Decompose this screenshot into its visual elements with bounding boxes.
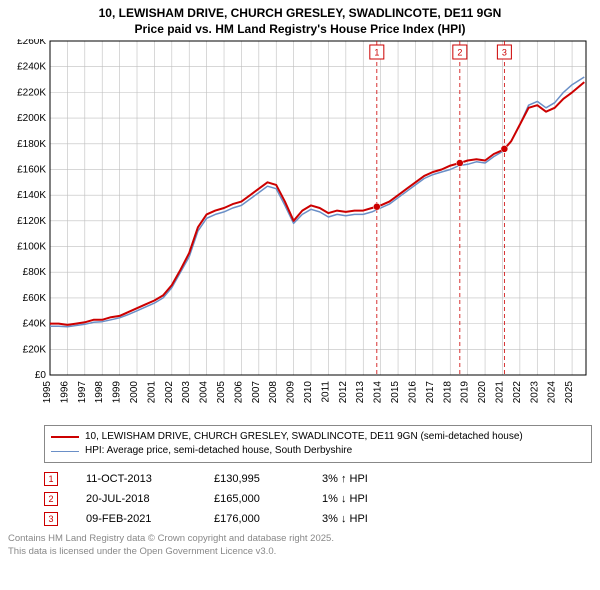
svg-text:£260K: £260K bbox=[17, 39, 46, 47]
event-date: 11-OCT-2013 bbox=[86, 473, 186, 485]
event-row: 2 20-JUL-2018 £165,000 1% ↓ HPI bbox=[44, 489, 592, 509]
legend-row: HPI: Average price, semi-detached house,… bbox=[51, 444, 585, 458]
chart-svg: £0 £20K £40K £60K £80K £100K £120K £140K £160K £1… bbox=[8, 39, 592, 419]
svg-text:2020: 2020 bbox=[477, 381, 488, 404]
event-marker-icon: 2 bbox=[44, 492, 58, 506]
svg-text:2010: 2010 bbox=[303, 381, 314, 404]
svg-text:£220K: £220K bbox=[17, 88, 46, 99]
svg-text:£40K: £40K bbox=[23, 319, 47, 330]
event-price: £176,000 bbox=[214, 513, 294, 525]
event-row: 3 09-FEB-2021 £176,000 3% ↓ HPI bbox=[44, 509, 592, 529]
legend-row: 10, LEWISHAM DRIVE, CHURCH GRESLEY, SWAD… bbox=[51, 430, 585, 444]
svg-text:2006: 2006 bbox=[233, 381, 244, 404]
svg-text:£100K: £100K bbox=[17, 242, 46, 253]
footer-line-1: Contains HM Land Registry data © Crown c… bbox=[8, 533, 592, 546]
legend-label: HPI: Average price, semi-detached house,… bbox=[85, 444, 352, 458]
footer-attribution: Contains HM Land Registry data © Crown c… bbox=[8, 533, 592, 559]
legend-swatch bbox=[51, 451, 79, 452]
svg-text:1997: 1997 bbox=[77, 381, 88, 404]
event-price: £130,995 bbox=[214, 473, 294, 485]
svg-text:2011: 2011 bbox=[320, 381, 331, 403]
svg-text:2009: 2009 bbox=[286, 381, 297, 404]
svg-text:2013: 2013 bbox=[355, 381, 366, 404]
title-line-1: 10, LEWISHAM DRIVE, CHURCH GRESLEY, SWAD… bbox=[8, 5, 592, 21]
svg-text:£60K: £60K bbox=[23, 293, 47, 304]
svg-text:£140K: £140K bbox=[17, 191, 46, 202]
svg-text:1: 1 bbox=[374, 48, 379, 58]
svg-text:2024: 2024 bbox=[547, 381, 558, 404]
svg-text:2019: 2019 bbox=[460, 381, 471, 404]
events-table: 1 11-OCT-2013 £130,995 3% ↑ HPI 2 20-JUL… bbox=[44, 469, 592, 529]
svg-text:2018: 2018 bbox=[442, 381, 453, 404]
footer-line-2: This data is licensed under the Open Gov… bbox=[8, 546, 592, 559]
svg-text:£80K: £80K bbox=[23, 268, 47, 279]
event-date: 20-JUL-2018 bbox=[86, 493, 186, 505]
svg-text:£160K: £160K bbox=[17, 165, 46, 176]
svg-text:£180K: £180K bbox=[17, 139, 46, 150]
svg-text:2012: 2012 bbox=[338, 381, 349, 404]
event-price: £165,000 bbox=[214, 493, 294, 505]
svg-text:2022: 2022 bbox=[512, 381, 523, 404]
svg-text:2007: 2007 bbox=[251, 381, 262, 404]
svg-text:1998: 1998 bbox=[94, 381, 105, 404]
svg-text:£240K: £240K bbox=[17, 62, 46, 73]
svg-text:1999: 1999 bbox=[112, 381, 123, 404]
svg-text:£20K: £20K bbox=[23, 345, 47, 356]
plot-area: £0 £20K £40K £60K £80K £100K £120K £140K £160K £1… bbox=[8, 39, 592, 419]
svg-text:1996: 1996 bbox=[59, 381, 70, 404]
event-pct: 3% ↓ HPI bbox=[322, 513, 432, 525]
svg-text:2003: 2003 bbox=[181, 381, 192, 404]
svg-text:2002: 2002 bbox=[164, 381, 175, 404]
svg-text:2023: 2023 bbox=[529, 381, 540, 404]
event-row: 1 11-OCT-2013 £130,995 3% ↑ HPI bbox=[44, 469, 592, 489]
event-marker-icon: 3 bbox=[44, 512, 58, 526]
svg-text:2016: 2016 bbox=[407, 381, 418, 404]
legend-swatch bbox=[51, 436, 79, 438]
svg-text:2: 2 bbox=[457, 48, 462, 58]
svg-text:3: 3 bbox=[502, 48, 507, 58]
svg-text:2005: 2005 bbox=[216, 381, 227, 404]
svg-text:2014: 2014 bbox=[373, 381, 384, 404]
event-pct: 3% ↑ HPI bbox=[322, 473, 432, 485]
svg-text:2025: 2025 bbox=[564, 381, 575, 404]
event-date: 09-FEB-2021 bbox=[86, 513, 186, 525]
legend-label: 10, LEWISHAM DRIVE, CHURCH GRESLEY, SWAD… bbox=[85, 430, 523, 444]
svg-text:2004: 2004 bbox=[199, 381, 210, 404]
legend-box: 10, LEWISHAM DRIVE, CHURCH GRESLEY, SWAD… bbox=[44, 425, 592, 463]
title-line-2: Price paid vs. HM Land Registry's House … bbox=[8, 21, 592, 37]
svg-text:£120K: £120K bbox=[17, 216, 46, 227]
svg-text:£0: £0 bbox=[35, 370, 47, 381]
svg-text:1995: 1995 bbox=[42, 381, 53, 404]
event-pct: 1% ↓ HPI bbox=[322, 493, 432, 505]
svg-text:2015: 2015 bbox=[390, 381, 401, 404]
svg-text:2001: 2001 bbox=[146, 381, 157, 404]
svg-text:2017: 2017 bbox=[425, 381, 436, 404]
event-marker-icon: 1 bbox=[44, 472, 58, 486]
svg-text:£200K: £200K bbox=[17, 113, 46, 124]
svg-text:2000: 2000 bbox=[129, 381, 140, 404]
svg-text:2021: 2021 bbox=[494, 381, 505, 404]
svg-text:2008: 2008 bbox=[268, 381, 279, 404]
chart-title: 10, LEWISHAM DRIVE, CHURCH GRESLEY, SWAD… bbox=[0, 0, 600, 39]
